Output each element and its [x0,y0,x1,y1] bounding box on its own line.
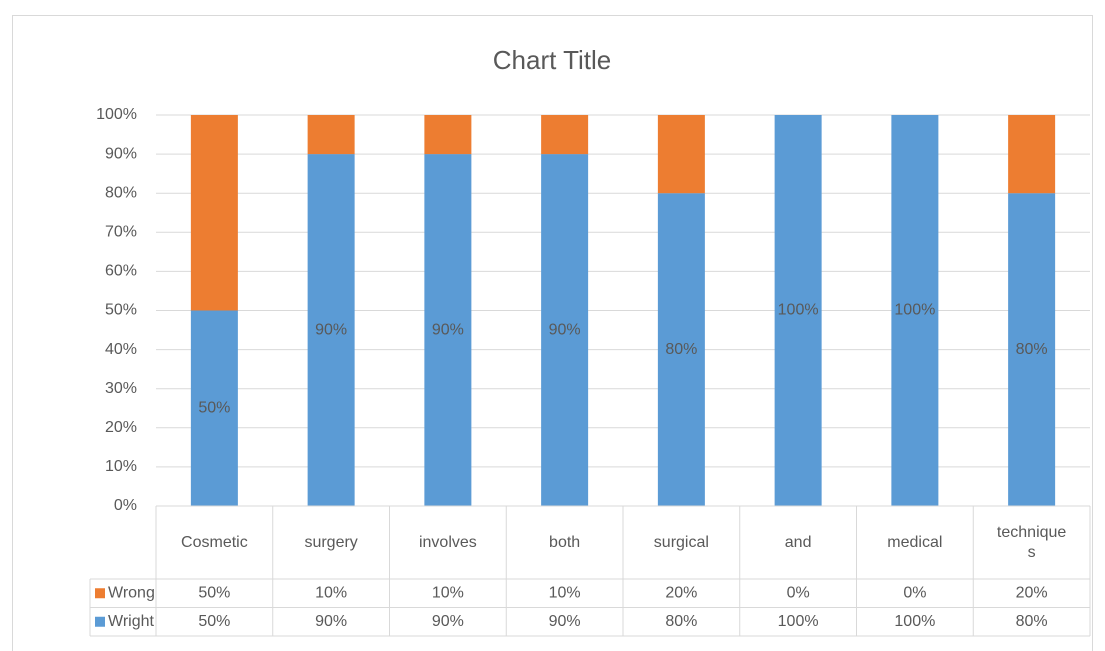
data-label: 100% [894,302,935,319]
legend-label: Wrong [108,584,155,601]
legend-label: Wright [108,613,154,630]
table-value: 20% [1016,584,1048,601]
table-value: 100% [894,613,935,630]
category-cell: medical [887,533,943,551]
y-tick-label: 30% [105,380,137,397]
bar-segment [1008,115,1056,194]
x-tick-label: Cosmetic [181,533,248,551]
table-value: 10% [432,584,464,601]
y-tick-label: 70% [105,224,137,241]
x-tick-label: involves [418,533,477,551]
x-tick-label: medical [887,533,943,551]
legend-key [95,588,105,599]
table-value: 80% [1016,613,1048,630]
y-tick-label: 90% [105,145,137,162]
bar-segment [424,115,472,155]
category-cell: Cosmetic [181,533,248,551]
bar-segment [541,115,589,155]
chart-title: Chart Title [493,45,612,75]
bar-segment [657,193,705,506]
table-value: 90% [432,613,464,630]
x-tick-label: and [784,533,812,551]
x-tick-label: surgery [304,533,358,551]
x-tick-label: surgical [653,533,709,551]
category-cell: and [784,533,812,551]
y-tick-label: 20% [105,419,137,436]
y-tick-label: 60% [105,263,137,280]
table-value: 0% [787,584,810,601]
data-label: 90% [549,321,581,338]
bar-segment [307,115,355,155]
data-label: 100% [778,302,819,319]
y-tick-label: 100% [96,106,137,123]
y-tick-label: 10% [105,458,137,475]
table-value: 20% [665,584,697,601]
category-cell: involves [418,533,477,551]
table-value: 50% [198,613,230,630]
data-label: 50% [198,399,230,416]
data-label: 90% [432,321,464,338]
category-cell: both [549,533,581,551]
table-value: 50% [198,584,230,601]
y-tick-label: 50% [105,302,137,319]
category-cell: surgery [304,533,358,551]
data-label: 90% [315,321,347,338]
bar-segment [190,115,238,311]
bar-segment [424,154,472,506]
y-tick-label: 40% [105,341,137,358]
bar-segment [541,154,589,506]
legend-key [95,616,105,627]
table-value: 90% [315,613,347,630]
bar-segment [307,154,355,506]
data-label: 80% [665,341,697,358]
table-value: 10% [549,584,581,601]
data-label: 80% [1016,341,1048,358]
table-value: 0% [903,584,926,601]
category-cell: surgical [653,533,709,551]
bar-segment [1008,193,1056,506]
bar-segment [774,115,822,506]
bar-segment [891,115,939,506]
category-cell: techniques [996,523,1067,561]
table-value: 90% [549,613,581,630]
table-value: 80% [665,613,697,630]
bar-segment [657,115,705,194]
table-value: 10% [315,584,347,601]
table-value: 100% [778,613,819,630]
y-tick-label: 0% [114,497,137,514]
x-tick-label: techniques [996,523,1067,561]
bar-segment [190,310,238,506]
x-tick-label: both [549,533,581,551]
y-tick-label: 80% [105,184,137,201]
